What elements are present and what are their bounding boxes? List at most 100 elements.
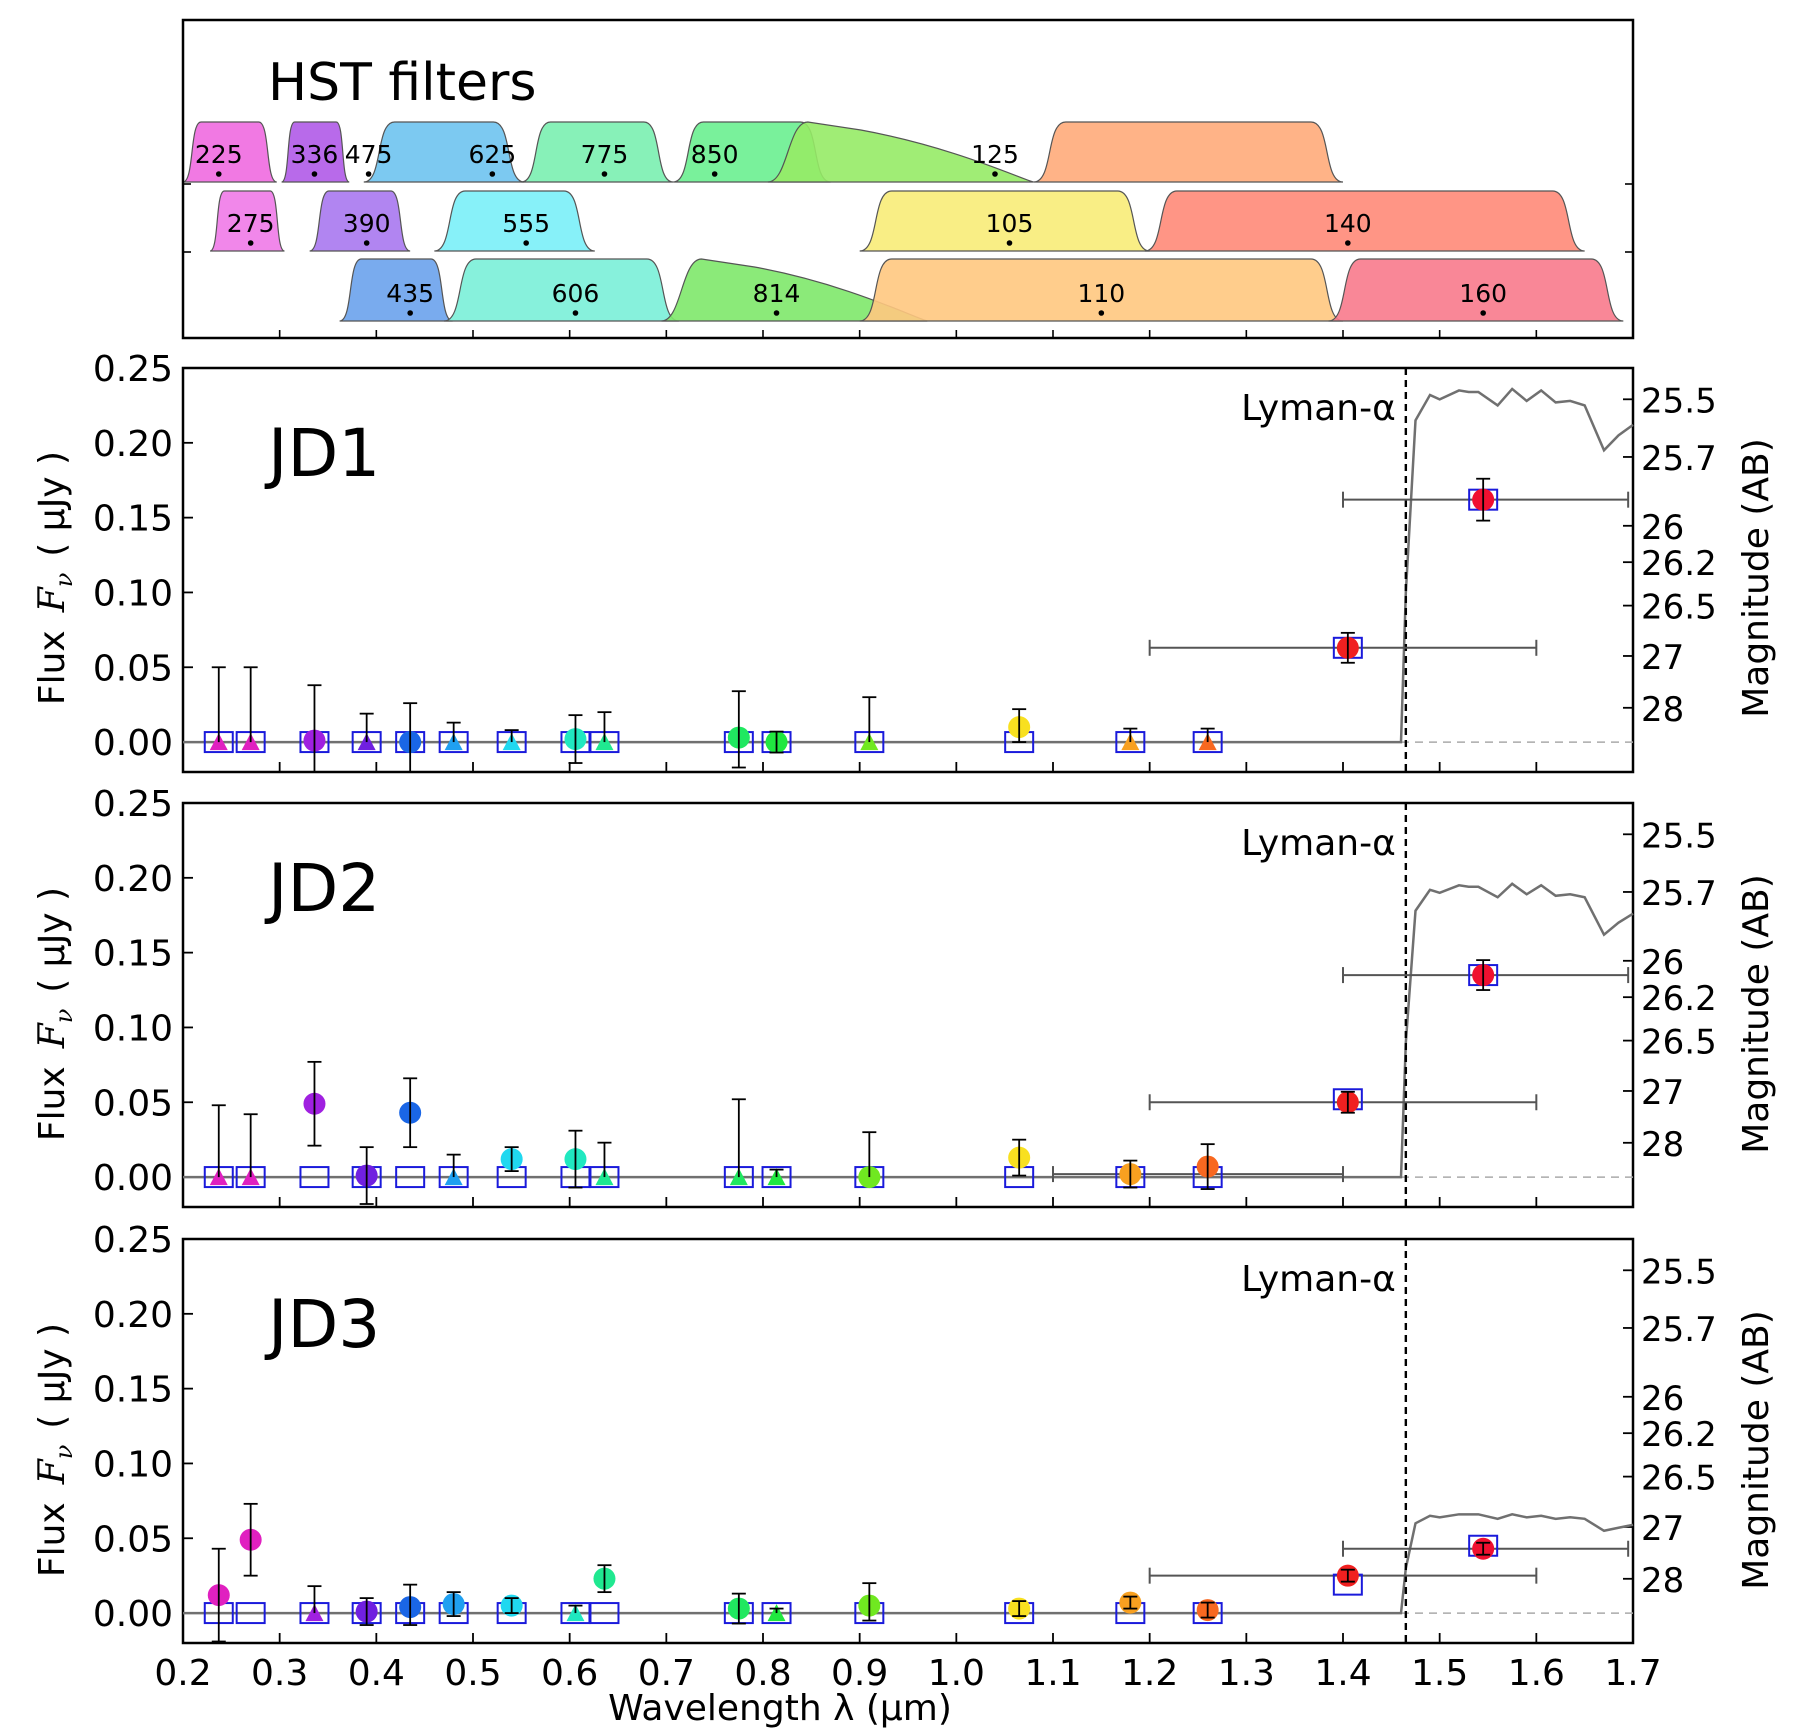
y-label-unit: ( μJy ) (32, 451, 73, 557)
filter-curve-125 (1033, 121, 1344, 183)
y-tick-label: 0.00 (93, 1594, 173, 1635)
x-tick-label: 1.1 (1024, 1653, 1081, 1694)
y-label-nu: ν (50, 1009, 78, 1024)
filters-title: HST filters (268, 53, 536, 113)
y-axis-label-jd1: Flux Fν ( μJy ) (32, 451, 78, 705)
model-flux-box (761, 1602, 792, 1625)
y-label-flux: Flux (32, 1502, 73, 1577)
x-tick-label: 0.5 (444, 1653, 501, 1694)
y2-tick-label: 26.5 (1641, 1023, 1717, 1063)
filter-curve-275 (209, 190, 286, 252)
y-tick-label: 0.25 (93, 1220, 173, 1261)
model-flux-box (299, 1166, 330, 1189)
x-tick-label: 0.2 (154, 1653, 211, 1694)
filter-curve-435 (339, 258, 453, 322)
model-sed-line (183, 387, 1634, 744)
y2-tick-label: 28 (1641, 1125, 1684, 1165)
y2-tick-label: 25.5 (1641, 381, 1717, 421)
plot-frame (181, 1237, 1635, 1645)
filter-curve-555 (434, 190, 595, 252)
x-tick-label: 1.0 (928, 1653, 985, 1694)
hst-filters-panel: 225 336 475 625 775 850 125 275 390 555 105 140 435 6… (181, 18, 1635, 340)
filter-label-390: 390 (343, 209, 391, 238)
x-tick-label: 0.8 (734, 1653, 791, 1694)
model-flux-box (395, 1166, 426, 1189)
y-tick-label: 0.25 (93, 784, 173, 825)
filter-curve-336 (281, 121, 350, 183)
y2-axis-label-jd2: Magnitude (AB) (1736, 874, 1777, 1154)
y2-tick-label: 28 (1641, 1561, 1684, 1601)
filter-label-775: 775 (581, 140, 629, 169)
filter-label-475: 475 (345, 140, 393, 169)
y2-tick-label: 26 (1641, 508, 1684, 548)
y-tick-label: 0.05 (93, 1519, 173, 1560)
lyman-alpha-label: Lyman-α (1241, 823, 1396, 864)
filter-label-160: 160 (1459, 279, 1507, 308)
model-sed-line (183, 882, 1634, 1179)
y-label-unit: ( μJy ) (32, 887, 73, 993)
y-tick-label: 0.10 (93, 1444, 173, 1485)
x-tick-label: 0.7 (638, 1653, 695, 1694)
filter-center-dot-110 (1098, 310, 1105, 316)
y-tick-label: 0.05 (93, 1083, 173, 1124)
y-label-f: F (32, 1021, 73, 1049)
x-tick-label: 0.3 (251, 1653, 308, 1694)
filter-center-dot-390 (363, 240, 370, 246)
plot-frame (181, 801, 1635, 1209)
model-flux-box (589, 1602, 620, 1625)
y2-tick-label: 27 (1641, 1509, 1684, 1549)
y-tick-label: 0.20 (93, 424, 173, 465)
filter-label-110: 110 (1077, 279, 1125, 308)
filter-curve-625 (521, 121, 674, 183)
filter-label-140: 140 (1324, 209, 1372, 238)
y2-tick-label: 27 (1641, 638, 1684, 678)
filter-curve-850 (767, 121, 1034, 183)
x-tick-label: 1.5 (1411, 1653, 1468, 1694)
filter-center-dot-625 (489, 171, 496, 177)
filter-curve-160 (1328, 258, 1624, 322)
y-label-unit: ( μJy ) (32, 1323, 73, 1429)
filter-center-dot-435 (407, 310, 413, 316)
filter-label-225: 225 (195, 140, 243, 169)
y-label-f: F (32, 585, 73, 613)
y2-tick-label: 26.5 (1641, 1459, 1717, 1499)
filter-curve-475 (363, 121, 525, 183)
filter-center-dot-105 (1006, 240, 1013, 246)
y-tick-label: 0.25 (93, 349, 173, 390)
filters-frame (181, 18, 1635, 340)
y2-tick-label: 25.5 (1641, 1252, 1717, 1292)
filters-ticks (182, 183, 1634, 338)
filter-label-275: 275 (227, 209, 275, 238)
model-flux-box (761, 1166, 792, 1189)
x-axis-label: Wavelength λ (μm) (608, 1688, 952, 1729)
y2-tick-label: 25.7 (1641, 1310, 1717, 1350)
y-tick-label: 0.20 (93, 859, 173, 900)
y-tick-label: 0.00 (93, 723, 173, 764)
filter-center-dot-850 (711, 171, 718, 177)
y-label-flux: Flux (32, 630, 73, 705)
filter-label-814: 814 (753, 279, 801, 308)
y-label-nu: ν (50, 573, 78, 588)
y2-tick-label: 26.2 (1641, 979, 1717, 1019)
filter-curve-225 (182, 121, 278, 183)
y2-tick-label: 25.7 (1641, 874, 1717, 914)
filter-center-dot-275 (247, 240, 254, 246)
y-tick-label: 0.15 (93, 934, 173, 975)
y-tick-label: 0.20 (93, 1295, 173, 1336)
filter-label-850: 850 (691, 140, 739, 169)
filter-label-625: 625 (468, 140, 516, 169)
plot-frame (181, 366, 1635, 774)
panel-title: JD2 (264, 850, 380, 927)
model-flux-box (235, 1602, 266, 1625)
y-axis-label-text: Flux Fν ( μJy ) (32, 887, 78, 1141)
y2-axis-label-jd3: Magnitude (AB) (1736, 1310, 1777, 1590)
x-tick-label: 0.6 (541, 1653, 598, 1694)
y2-axis-label-jd1: Magnitude (AB) (1736, 438, 1777, 718)
y-tick-label: 0.05 (93, 648, 173, 689)
lyman-alpha-label: Lyman-α (1241, 1259, 1396, 1300)
y-axis-label-text: Flux Fν ( μJy ) (32, 451, 78, 705)
x-tick-label: 1.6 (1508, 1653, 1565, 1694)
jd2-panel: 0.00 0.05 0.10 0.15 0.20 0.25 25.5 25.7 2626.226… (93, 784, 1717, 1209)
panel-title: JD1 (264, 415, 380, 492)
